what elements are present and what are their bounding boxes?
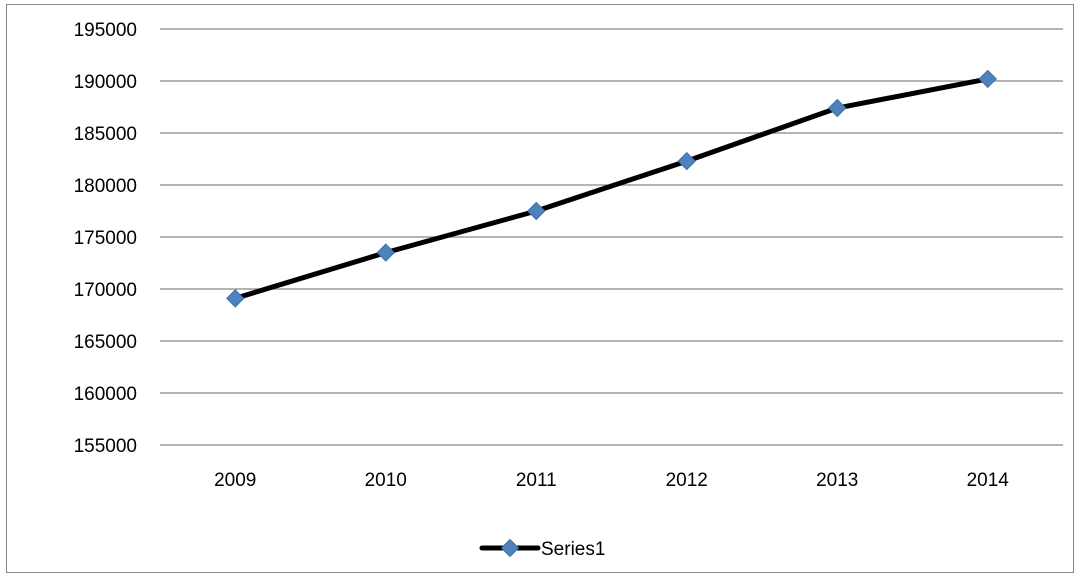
x-tick-label: 2011 (516, 470, 557, 491)
y-tick-label: 170000 (74, 280, 137, 301)
data-point-marker (677, 151, 696, 171)
data-point-marker (376, 243, 395, 262)
y-tick-label: 160000 (74, 384, 137, 405)
y-tick-label: 155000 (74, 436, 137, 457)
x-tick-label: 2012 (666, 470, 708, 491)
x-axis-tick-labels: 2009 2010 2011 2012 2013 2014 (214, 470, 1009, 491)
y-axis-tick-labels: 155000 160000 165000 170000 175000 180000 1850… (74, 20, 137, 457)
data-point-marker (978, 69, 997, 89)
legend-label: Series1 (541, 539, 605, 560)
x-tick-label: 2014 (967, 470, 1010, 491)
data-point-marker (527, 201, 546, 221)
x-tick-label: 2009 (214, 470, 256, 491)
legend-marker-swatch (500, 538, 520, 558)
y-tick-label: 175000 (74, 228, 137, 249)
y-tick-label: 190000 (74, 72, 137, 93)
series-layer (226, 69, 997, 308)
y-tick-label: 165000 (74, 332, 137, 353)
y-tick-label: 195000 (74, 20, 137, 41)
x-tick-label: 2013 (816, 470, 858, 491)
legend: Series1 (479, 538, 605, 560)
y-tick-label: 185000 (74, 124, 137, 145)
y-tick-label: 180000 (74, 176, 137, 197)
x-tick-label: 2010 (365, 470, 407, 491)
data-point-marker (828, 98, 847, 118)
data-point-marker (226, 289, 245, 308)
series-line (232, 76, 991, 301)
